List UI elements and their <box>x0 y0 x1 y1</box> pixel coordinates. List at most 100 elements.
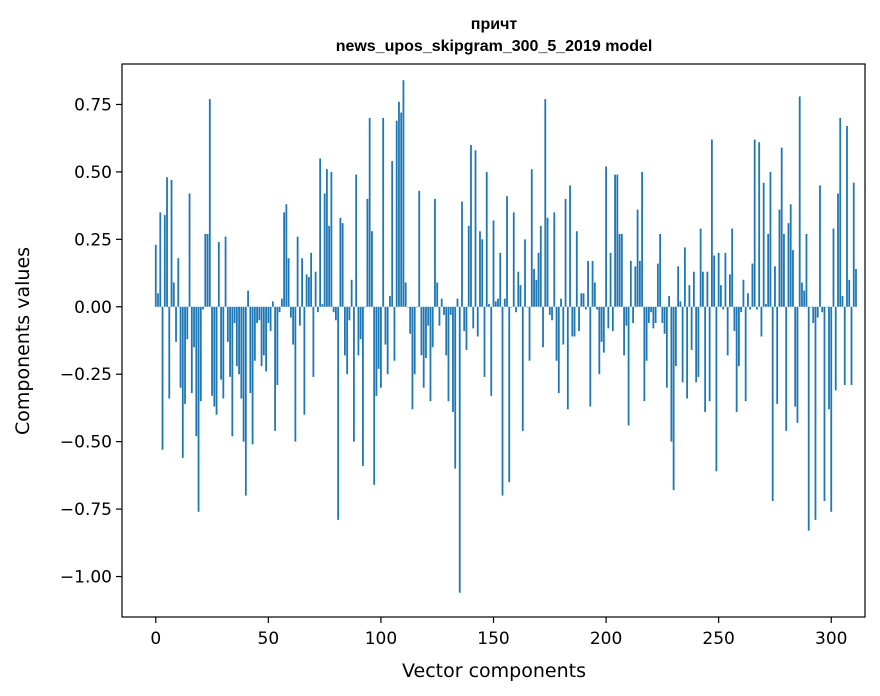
chart-title-line2: news_upos_skipgram_300_5_2019 model <box>336 38 653 55</box>
x-axis-ticks: 0 50 100 150 200 250 300 <box>150 617 847 649</box>
y-axis-label: Components values <box>12 247 34 435</box>
bar <box>641 171 643 307</box>
bar <box>551 306 553 321</box>
bar <box>533 269 535 307</box>
bar <box>366 198 369 307</box>
bar <box>467 225 470 307</box>
bar <box>458 306 461 593</box>
bar <box>251 306 254 445</box>
bar <box>794 306 797 407</box>
bar <box>855 269 857 307</box>
bar <box>407 306 409 308</box>
bar <box>429 306 432 402</box>
bar <box>353 306 355 442</box>
bar <box>848 279 851 307</box>
bar <box>578 306 580 332</box>
bar <box>278 306 281 313</box>
bar <box>825 306 828 308</box>
bar <box>780 147 783 307</box>
bar <box>476 306 479 337</box>
bar <box>762 182 765 307</box>
bar <box>321 304 324 307</box>
bar <box>690 306 693 350</box>
bar <box>362 306 364 466</box>
bar <box>154 244 157 307</box>
bar <box>267 306 270 323</box>
bar <box>364 306 367 308</box>
y-tick-label: −0.50 <box>60 433 112 453</box>
bar <box>427 306 430 326</box>
bar <box>681 306 684 383</box>
bar <box>611 306 614 332</box>
bar <box>553 212 556 307</box>
bar <box>461 201 463 307</box>
bar <box>580 293 583 307</box>
plot-area-frame <box>121 63 866 618</box>
bar <box>440 298 443 307</box>
x-tick-label: 50 <box>258 629 280 649</box>
bar <box>393 306 396 361</box>
bar <box>506 196 508 307</box>
bar <box>517 271 520 307</box>
bar <box>542 306 544 348</box>
bar <box>852 182 855 307</box>
bar <box>645 306 648 361</box>
bar <box>247 290 249 307</box>
y-tick-label: −0.75 <box>60 500 112 520</box>
bar <box>843 306 846 386</box>
bar <box>215 306 218 415</box>
x-tick-label: 0 <box>150 629 161 649</box>
bar <box>643 306 646 402</box>
bar <box>801 282 803 307</box>
bar <box>778 209 781 307</box>
bar <box>679 301 682 307</box>
bar <box>389 295 391 307</box>
bar <box>332 306 335 313</box>
bar <box>339 217 342 307</box>
bar <box>479 231 481 307</box>
bar <box>371 231 373 307</box>
bar <box>544 99 547 307</box>
bar <box>792 250 794 307</box>
x-tick-label: 200 <box>590 629 622 649</box>
bar <box>620 233 623 307</box>
bar <box>767 233 770 307</box>
bar <box>609 252 612 307</box>
bar <box>711 139 713 307</box>
bar <box>316 306 319 313</box>
bar <box>416 306 418 308</box>
bar <box>665 306 668 388</box>
bar <box>190 306 193 394</box>
bar <box>830 306 833 512</box>
bar <box>438 306 441 326</box>
bar <box>436 282 439 307</box>
bar <box>454 306 457 469</box>
bar <box>582 293 585 307</box>
bar <box>497 298 499 307</box>
bar <box>839 117 842 307</box>
bar <box>274 306 276 431</box>
bar <box>589 306 592 407</box>
bar <box>749 306 752 310</box>
bar <box>235 306 238 367</box>
bar <box>490 306 493 396</box>
bar <box>724 252 727 307</box>
bar <box>357 306 360 356</box>
bar <box>404 282 407 307</box>
bar <box>161 306 164 450</box>
x-tick-label: 250 <box>702 629 734 649</box>
bar <box>474 150 477 307</box>
bar <box>614 174 616 307</box>
bar <box>512 212 515 307</box>
y-tick-label: −1.00 <box>60 568 112 588</box>
bar <box>285 204 288 307</box>
bar <box>492 220 495 307</box>
bar <box>816 306 819 318</box>
bar <box>287 258 290 307</box>
bar <box>701 271 704 307</box>
bar <box>607 306 610 329</box>
bar <box>224 236 227 307</box>
bar <box>292 306 295 345</box>
bar <box>625 306 628 326</box>
